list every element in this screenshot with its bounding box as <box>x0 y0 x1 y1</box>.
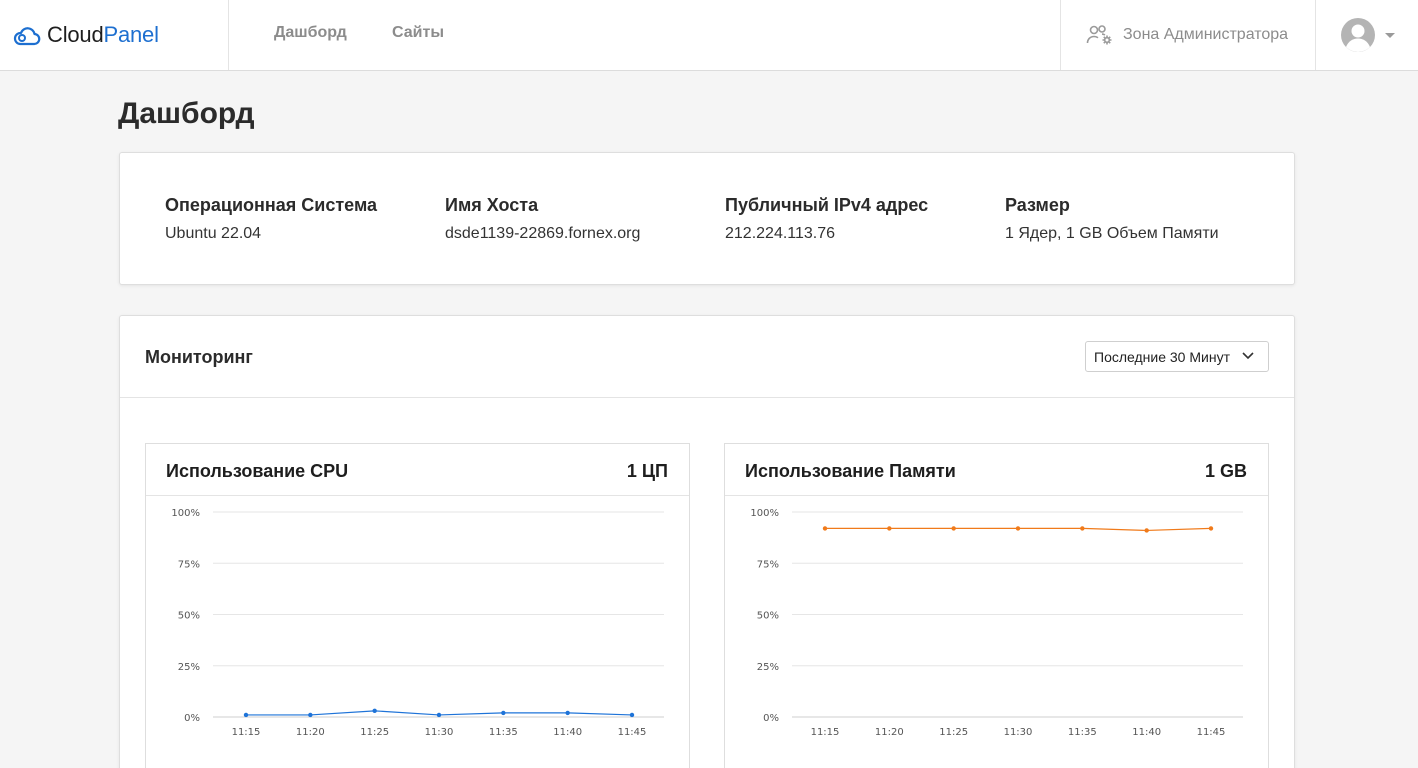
x-tick-label: 11:25 <box>360 727 389 738</box>
info-label: Операционная Система <box>165 195 378 215</box>
data-point[interactable] <box>243 712 249 718</box>
server-info-card: Операционная Система Ubuntu 22.04 Имя Хо… <box>119 152 1295 285</box>
info-label: Публичный IPv4 адрес <box>725 195 929 215</box>
memory-chart-card: Использование Памяти 1 GB 100% 75% 50% 25% 0… <box>724 443 1269 768</box>
chart-header: Использование Памяти 1 GB <box>725 444 1268 496</box>
x-tick-label: 11:20 <box>296 727 325 738</box>
cpu-chart-card: Использование CPU 1 ЦП 100% 75% 50% 25% 0% 11… <box>145 443 690 768</box>
x-tick-label: 11:15 <box>811 727 840 738</box>
info-value: 212.224.113.76 <box>725 225 836 242</box>
data-point[interactable] <box>629 712 635 718</box>
user-menu[interactable] <box>1316 0 1418 70</box>
time-range-value: Последние 30 Минут <box>1094 348 1230 365</box>
chevron-down-icon <box>1242 352 1254 360</box>
data-point[interactable] <box>1144 528 1149 533</box>
data-point[interactable] <box>951 526 956 531</box>
chart-header: Использование CPU 1 ЦП <box>146 444 689 496</box>
y-tick-label: 100% <box>750 508 779 519</box>
x-tick-label: 11:45 <box>618 727 647 738</box>
data-point[interactable] <box>308 712 313 718</box>
brand-logo[interactable]: CloudPanel <box>0 0 229 70</box>
info-label: Имя Хоста <box>445 195 539 215</box>
data-point[interactable] <box>1080 526 1085 531</box>
x-tick-label: 11:15 <box>232 727 261 738</box>
nav-sites[interactable]: Сайты <box>392 24 444 41</box>
chart-capacity: 1 ЦП <box>626 461 668 481</box>
admin-area-label: Зона Администратора <box>1123 26 1289 43</box>
brand-name-part1: Cloud <box>47 22 104 47</box>
x-tick-label: 11:40 <box>1132 727 1161 738</box>
y-tick-label: 75% <box>757 559 779 570</box>
info-os: Операционная Система Ubuntu 22.04 <box>165 195 377 243</box>
brand-name: CloudPanel <box>47 22 159 48</box>
x-tick-label: 11:35 <box>489 727 518 738</box>
data-point[interactable] <box>1208 526 1214 531</box>
data-point[interactable] <box>372 708 377 714</box>
chart-title: Использование CPU <box>166 461 349 481</box>
info-hostname: Имя Хоста dsde1139-22869.fornex.org <box>445 195 640 243</box>
info-ipv4: Публичный IPv4 адрес 212.224.113.76 <box>725 195 928 243</box>
x-tick-label: 11:30 <box>425 727 454 738</box>
nav-dashboard[interactable]: Дашборд <box>274 24 347 41</box>
cpu-usage-chart: 100% 75% 50% 25% 0% 11:15 11:20 11:25 11:30 11:35… <box>171 508 664 738</box>
monitoring-header: Мониторинг Последние 30 Минут <box>120 316 1294 398</box>
cloud-logo-icon <box>13 27 41 46</box>
users-gear-icon <box>1086 25 1112 45</box>
admin-area-link[interactable]: Зона Администратора <box>1060 0 1316 70</box>
y-tick-label: 25% <box>757 662 779 673</box>
info-value: dsde1139-22869.fornex.org <box>445 225 641 242</box>
data-point[interactable] <box>887 526 892 531</box>
y-tick-label: 25% <box>178 662 200 673</box>
page-title: Дашборд <box>118 97 255 130</box>
monitoring-title: Мониторинг <box>145 347 253 367</box>
top-navbar: CloudPanel Дашборд Сайты Зона Администра… <box>0 0 1418 71</box>
data-point[interactable] <box>565 710 570 716</box>
info-value: Ubuntu 22.04 <box>165 225 262 242</box>
chevron-down-icon <box>1385 32 1395 38</box>
x-tick-label: 11:35 <box>1068 727 1097 738</box>
y-tick-label: 0% <box>763 713 779 724</box>
chart-title: Использование Памяти <box>745 461 956 481</box>
y-tick-label: 50% <box>757 611 779 622</box>
data-point[interactable] <box>822 526 828 531</box>
info-label: Размер <box>1005 195 1070 215</box>
data-point[interactable] <box>1015 526 1021 531</box>
x-tick-label: 11:45 <box>1197 727 1226 738</box>
y-tick-label: 75% <box>178 559 200 570</box>
brand-name-part2: Panel <box>103 22 159 47</box>
y-tick-label: 50% <box>178 611 200 622</box>
info-value: 1 Ядер, 1 GB Объем Памяти <box>1005 225 1219 242</box>
x-tick-label: 11:20 <box>875 727 904 738</box>
monitoring-card: Мониторинг Последние 30 Минут Использова… <box>119 315 1295 768</box>
x-tick-label: 11:30 <box>1004 727 1033 738</box>
time-range-select[interactable]: Последние 30 Минут <box>1085 341 1269 372</box>
x-tick-label: 11:40 <box>553 727 582 738</box>
data-point[interactable] <box>501 710 506 716</box>
avatar-icon <box>1341 18 1375 52</box>
y-tick-label: 0% <box>184 713 200 724</box>
x-tick-label: 11:25 <box>939 727 968 738</box>
info-size: Размер 1 Ядер, 1 GB Объем Памяти <box>1005 195 1219 243</box>
data-point[interactable] <box>436 712 442 718</box>
memory-usage-chart: 100% 75% 50% 25% 0% 11:15 11:20 11:25 11:30 11:35… <box>750 508 1243 738</box>
chart-capacity: 1 GB <box>1204 461 1247 481</box>
y-tick-label: 100% <box>171 508 200 519</box>
